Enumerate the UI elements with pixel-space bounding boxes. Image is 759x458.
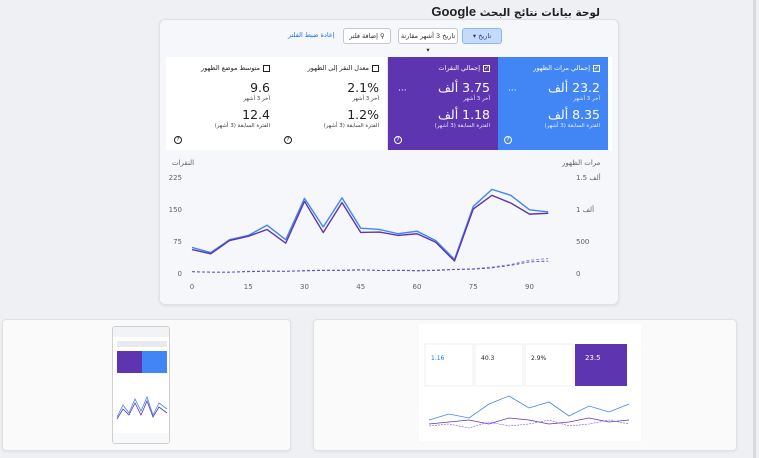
metric-prev-caption: الفترة السابقة (3 أشهر) — [434, 123, 490, 129]
metric-clicks[interactable]: ✓ إجمالي النقرات 3.75 ألف آخر 3 أشهر 1.18… — [388, 57, 498, 150]
reset-filter-link[interactable]: إعادة ضبط الفلتر — [288, 31, 335, 39]
filter-icon: ⚲ — [380, 32, 385, 40]
page-title-text: لوحة بيانات نتائج البحث — [479, 7, 600, 19]
help-icon[interactable]: ? — [284, 136, 292, 144]
phone-screenshot-image — [113, 327, 169, 443]
metric-value-caption: آخر 3 أشهر — [243, 96, 270, 102]
desktop-screenshot: 23.5 1.16 40.3 2.9% — [419, 324, 641, 441]
thumbnail-desktop-preview[interactable]: 23.5 1.16 40.3 2.9% — [313, 319, 737, 451]
metric-impressions[interactable]: ✓ إجمالي مرات الظهور 23.2 ألف آخر 3 أشهر … — [498, 57, 608, 150]
x-tick: 90 — [525, 283, 534, 291]
metric-title: معدل النقر إلى الظهور — [307, 64, 369, 72]
thumbnail-mobile-preview[interactable] — [2, 319, 291, 451]
x-tick: 15 — [244, 283, 253, 291]
metric-value: 3.75 ألف — [437, 80, 490, 95]
metric-prev-caption: الفترة السابقة (3 أشهر) — [323, 123, 379, 129]
x-tick: 0 — [190, 283, 194, 291]
thumb-pos-text: 40.3 — [481, 355, 495, 362]
right-edge-border — [753, 0, 756, 458]
compare-date-button[interactable]: تاريخ 3 أشهر مقارنة ▾ — [398, 28, 458, 54]
toolbar: تاريخ ▾ تاريخ 3 أشهر مقارنة ▾ ⚲ إضافة فل… — [160, 28, 618, 54]
thumb-ctr-text: 2.9% — [531, 355, 547, 362]
left-axis-label: النقرات — [172, 159, 194, 167]
metric-title: إجمالي النقرات — [438, 64, 480, 72]
help-icon[interactable]: ? — [174, 136, 182, 144]
thumb-clicks-text: 1.16 — [431, 355, 445, 362]
checkbox-checked-icon[interactable]: ✓ — [483, 64, 490, 72]
y-tick-right: 500 — [576, 238, 589, 246]
metric-prev-value: 8.35 ألف — [547, 107, 600, 122]
y-tick-left: 0 — [178, 270, 182, 278]
date-button-label: تاريخ — [478, 32, 492, 40]
dashboard-card: تاريخ ▾ تاريخ 3 أشهر مقارنة ▾ ⚲ إضافة فل… — [159, 19, 619, 305]
y-tick-right: 0 — [576, 270, 580, 278]
metric-prev-caption: الفترة السابقة (3 أشهر) — [214, 123, 270, 129]
checkbox-unchecked-icon[interactable] — [263, 64, 270, 72]
help-icon[interactable]: ? — [394, 136, 402, 144]
metric-prev-caption: الفترة السابقة (3 أشهر) — [544, 123, 600, 129]
metric-value-caption: آخر 3 أشهر — [352, 96, 379, 102]
desktop-screenshot-image: 23.5 1.16 40.3 2.9% — [419, 324, 641, 429]
compare-button-label: تاريخ 3 أشهر مقارنة — [400, 32, 456, 40]
metric-prev-value: 12.4 — [242, 107, 270, 122]
metric-value-caption: آخر 3 أشهر — [573, 96, 600, 102]
metric-value: 23.2 ألف — [547, 80, 600, 95]
series-line-3 — [191, 260, 549, 273]
more-icon[interactable]: ··· — [508, 86, 517, 96]
series-line-1 — [191, 194, 549, 262]
y-tick-left: 75 — [173, 238, 182, 246]
metric-ctr[interactable]: معدل النقر إلى الظهور 2.1% آخر 3 أشهر 1.… — [278, 57, 388, 150]
series-line-0 — [191, 188, 549, 261]
x-tick: 60 — [413, 283, 422, 291]
help-icon[interactable]: ? — [504, 136, 512, 144]
date-button[interactable]: تاريخ ▾ — [462, 28, 502, 44]
metric-title: متوسط موضع الظهور — [201, 64, 260, 72]
x-tick: 75 — [469, 283, 478, 291]
google-logo-text: Google — [431, 4, 477, 19]
checkbox-unchecked-icon[interactable] — [372, 64, 379, 72]
series-line-2 — [191, 258, 549, 273]
add-filter-label: إضافة فلتر — [349, 32, 378, 40]
metric-title: إجمالي مرات الظهور — [533, 64, 590, 72]
metric-position[interactable]: متوسط موضع الظهور 9.6 آخر 3 أشهر 12.4 ال… — [168, 57, 278, 150]
page-title: لوحة بيانات نتائج البحث Google — [0, 4, 600, 19]
y-tick-left: 150 — [169, 206, 182, 214]
right-axis-label: مرات الظهور — [561, 159, 601, 167]
metric-prev-value: 1.18 ألف — [437, 107, 490, 122]
thumb-metric-text: 23.5 — [585, 354, 601, 362]
y-tick-right: 1 ألف — [576, 205, 594, 214]
metric-value: 9.6 — [250, 80, 270, 95]
more-icon[interactable]: ··· — [398, 86, 407, 96]
checkbox-checked-icon[interactable]: ✓ — [593, 64, 600, 72]
phone-screenshot — [112, 326, 170, 444]
metric-cards: ✓ إجمالي مرات الظهور 23.2 ألف آخر 3 أشهر … — [166, 57, 612, 150]
y-tick-left: 225 — [169, 174, 182, 182]
metric-value-caption: آخر 3 أشهر — [463, 96, 490, 102]
metric-value: 2.1% — [347, 80, 379, 95]
y-tick-right: 1.5 ألف — [576, 173, 601, 182]
x-tick: 45 — [356, 283, 365, 291]
add-filter-button[interactable]: ⚲ إضافة فلتر — [343, 28, 391, 44]
x-tick: 30 — [300, 283, 309, 291]
metric-prev-value: 1.2% — [347, 107, 379, 122]
